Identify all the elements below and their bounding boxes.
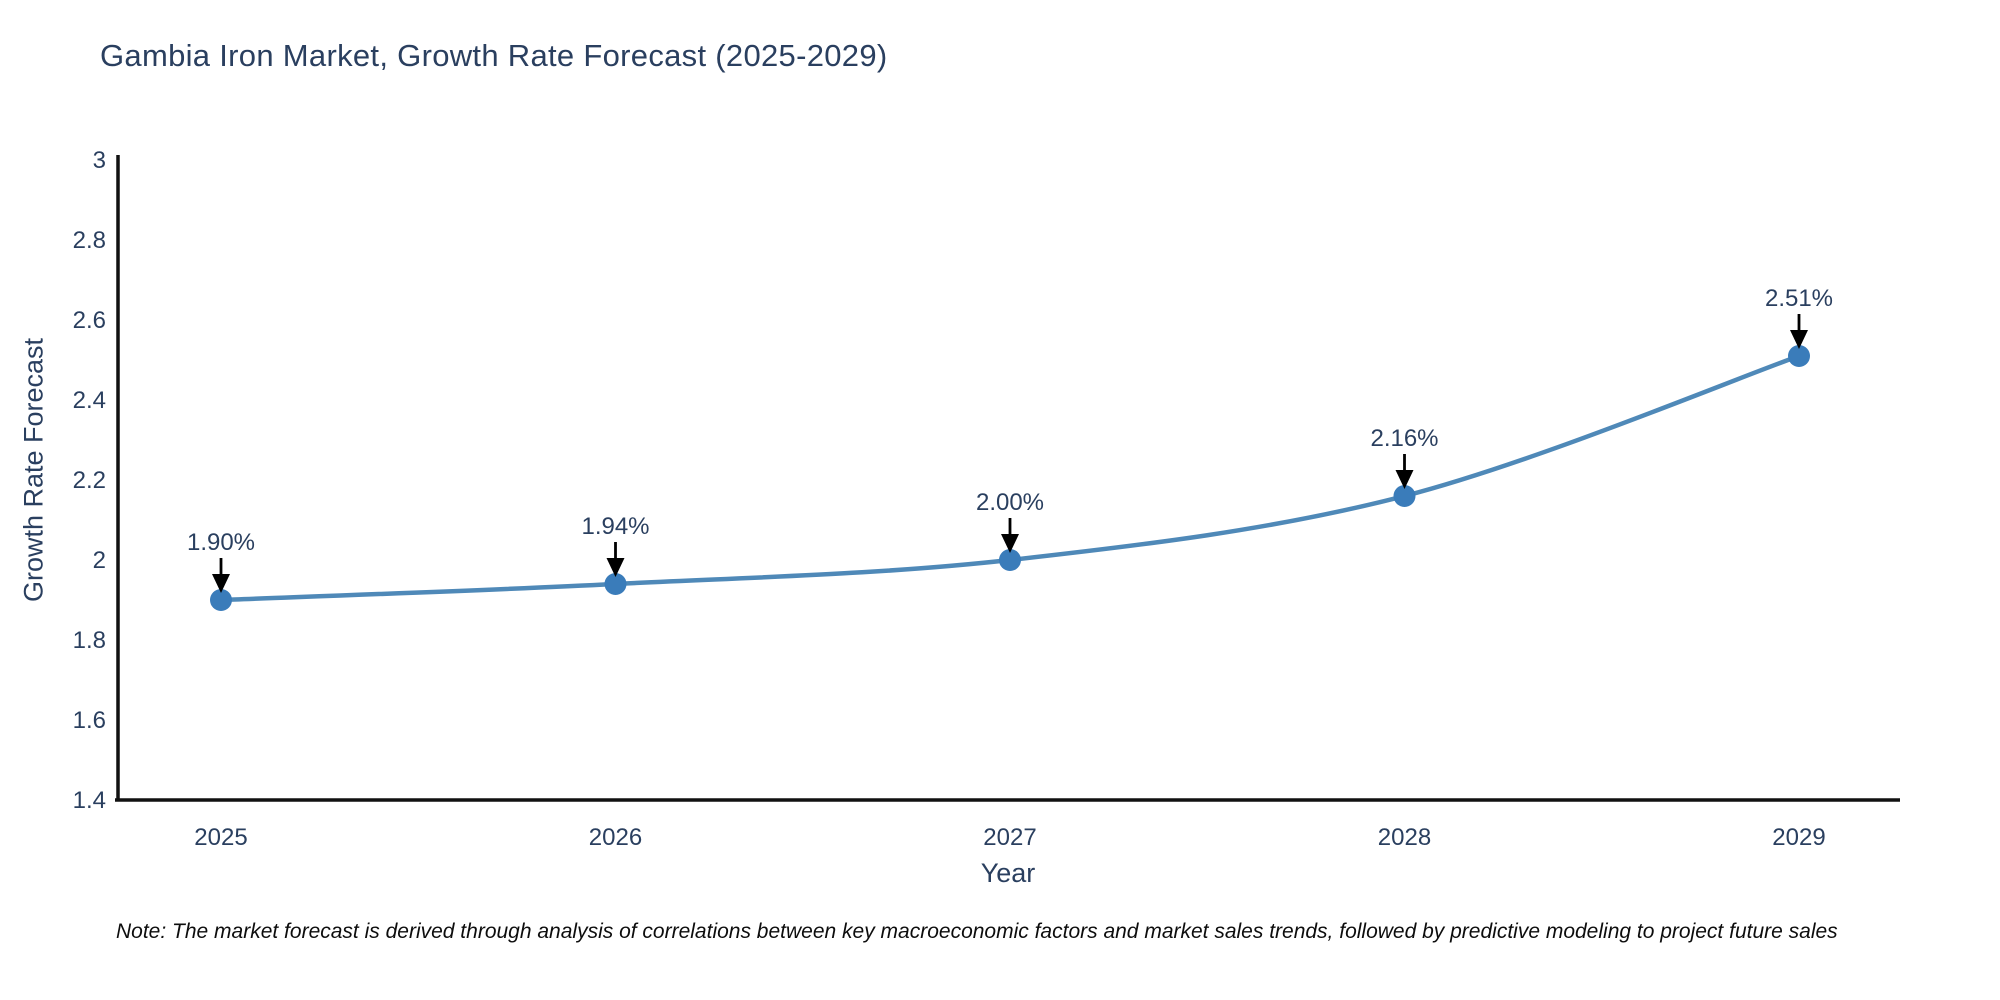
chart-title: Gambia Iron Market, Growth Rate Forecast… (100, 38, 888, 73)
annotation-arrow-head (606, 558, 625, 577)
y-tick-label: 2.6 (73, 307, 106, 334)
annotation-arrow-head (212, 574, 230, 593)
annotation-arrow-head (1790, 330, 1808, 349)
x-tick-label: 2025 (194, 824, 247, 851)
footnote: Note: The market forecast is derived thr… (116, 920, 1838, 943)
x-tick-label: 2028 (1378, 824, 1431, 851)
x-tick-label: 2027 (983, 824, 1036, 851)
y-tick-label: 1.8 (73, 627, 106, 654)
y-tick-label: 3 (93, 147, 106, 174)
data-point-label: 2.16% (1370, 425, 1438, 452)
y-tick-label: 1.4 (73, 787, 106, 814)
y-tick-label: 2.2 (73, 467, 106, 494)
data-point-marker (1788, 345, 1810, 367)
data-point-label: 2.00% (976, 489, 1044, 516)
data-point-marker (210, 589, 232, 611)
x-axis-title: Year (980, 858, 1036, 888)
y-tick-label: 2 (93, 547, 106, 574)
y-axis-title: Growth Rate Forecast (18, 337, 49, 603)
data-point-label: 2.51% (1765, 285, 1833, 312)
y-tick-label: 2.4 (73, 387, 106, 414)
data-point-label: 1.94% (581, 513, 649, 540)
y-tick-label: 2.8 (73, 227, 106, 254)
data-point-label: 1.90% (187, 529, 255, 556)
y-tick-label: 1.6 (73, 707, 106, 734)
annotation-arrow-head (1395, 470, 1414, 489)
data-point-marker (999, 549, 1021, 571)
x-tick-label: 2026 (589, 824, 642, 851)
data-point-marker (1393, 485, 1416, 507)
annotation-arrow-head (1001, 534, 1019, 553)
x-tick-label: 2029 (1772, 824, 1825, 851)
data-point-marker (604, 573, 627, 595)
